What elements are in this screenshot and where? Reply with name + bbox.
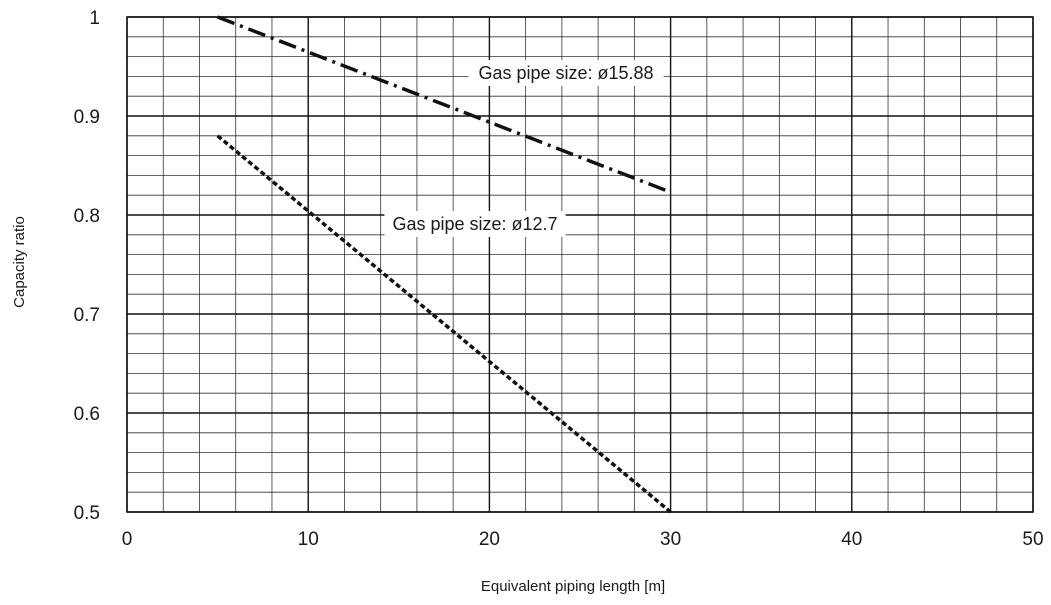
x-tick-label: 30	[660, 529, 681, 550]
plot-frame	[126, 16, 1034, 513]
series-labels: Gas pipe size: ø15.88 Gas pipe size: ø12.…	[384, 60, 664, 237]
y-tick-label: 1	[89, 8, 100, 29]
series-label-background	[468, 60, 664, 86]
y-tick-label: 0.5	[74, 503, 100, 524]
series-lines	[216, 15, 672, 514]
x-tick-label: 40	[841, 529, 862, 550]
series-label-background	[384, 211, 566, 237]
y-axis-title: Capacity ratio	[11, 216, 28, 308]
y-tick-label: 0.9	[74, 107, 100, 128]
x-tick-label: 0	[122, 529, 133, 550]
y-tick-label: 0.6	[74, 404, 100, 425]
grid	[126, 16, 1034, 513]
plot-border	[126, 16, 1034, 513]
x-tick-label: 10	[298, 529, 319, 550]
series-label: Gas pipe size: ø12.7	[392, 214, 557, 234]
y-tick-label: 0.7	[74, 305, 100, 326]
tick-labels: 0 10 20 30 40 50 0.5 0.6 0.7 0.8 0.9 1	[74, 8, 1044, 550]
y-tick-label: 0.8	[74, 206, 100, 227]
series-line-1	[216, 15, 672, 194]
x-tick-label: 50	[1022, 529, 1043, 550]
x-tick-label: 20	[479, 529, 500, 550]
series-label: Gas pipe size: ø15.88	[478, 63, 653, 83]
x-axis-title: Equivalent piping length [m]	[481, 578, 665, 595]
series-line-2	[216, 134, 672, 514]
